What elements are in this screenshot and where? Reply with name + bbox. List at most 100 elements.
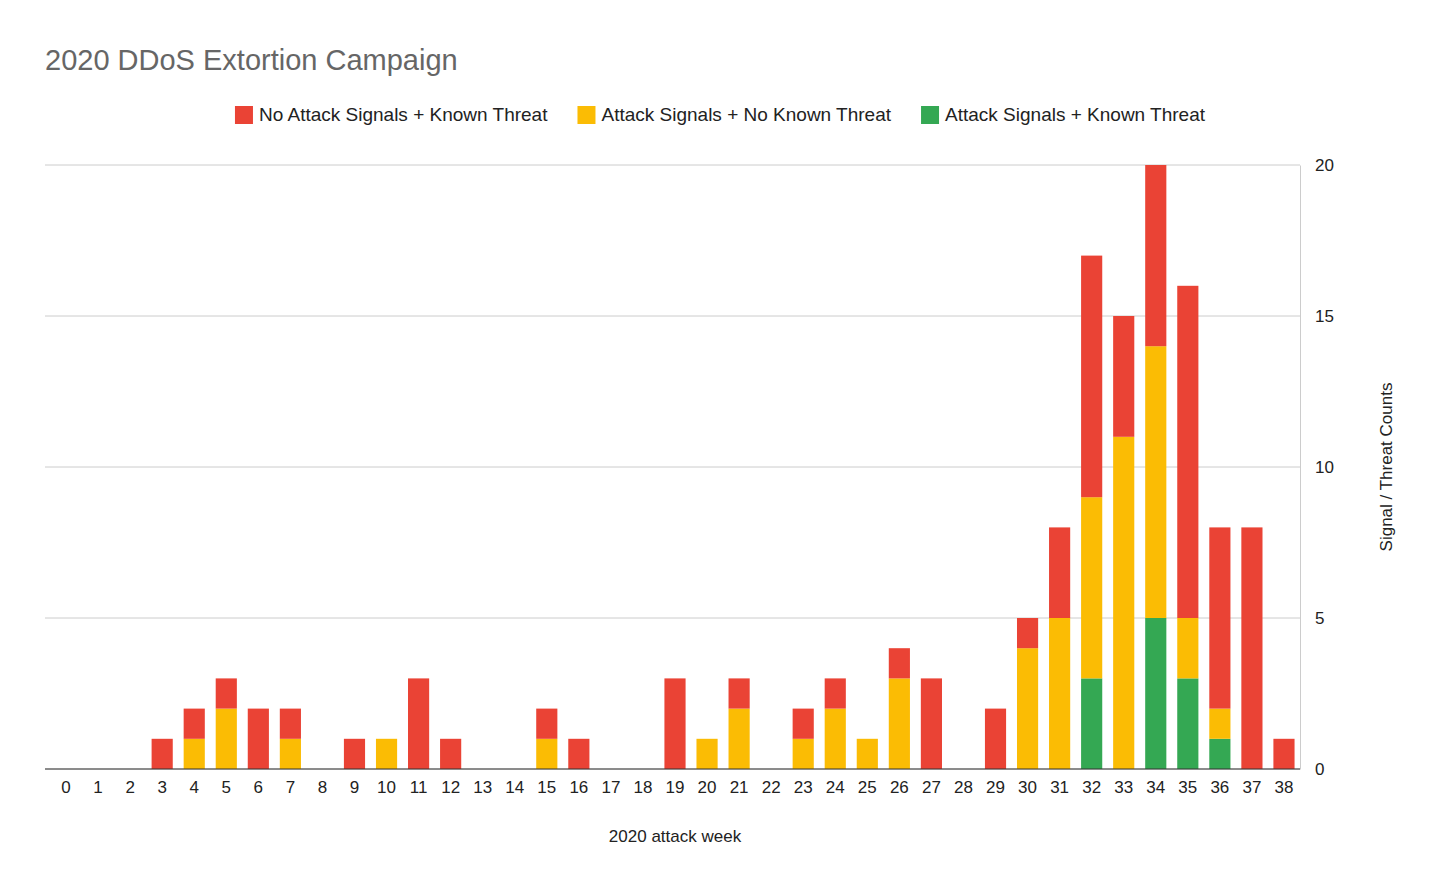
- bars: [152, 165, 1295, 769]
- x-tick-label: 18: [633, 778, 652, 797]
- x-tick: 7: [286, 769, 295, 797]
- legend-swatch: [577, 106, 595, 124]
- x-tick: 10: [377, 769, 396, 797]
- x-tick-label: 31: [1050, 778, 1069, 797]
- bar-segment: [889, 648, 910, 678]
- y-tick: 20: [1300, 156, 1334, 175]
- bar-segment: [825, 709, 846, 769]
- legend-swatch: [921, 106, 939, 124]
- x-tick: 27: [922, 769, 941, 797]
- x-tick: 15: [537, 769, 556, 797]
- bar-segment: [280, 739, 301, 769]
- x-tick-label: 13: [473, 778, 492, 797]
- x-tick-label: 29: [986, 778, 1005, 797]
- y-tick: 10: [1300, 458, 1334, 477]
- x-tick-label: 27: [922, 778, 941, 797]
- y-tick: 5: [1300, 609, 1324, 628]
- bar-segment: [440, 739, 461, 769]
- x-tick: 17: [601, 769, 620, 797]
- x-tick-label: 15: [537, 778, 556, 797]
- x-tick-label: 38: [1275, 778, 1294, 797]
- legend-swatch: [235, 106, 253, 124]
- bar-segment: [985, 709, 1006, 769]
- x-tick: 37: [1242, 769, 1261, 797]
- x-tick-label: 8: [318, 778, 327, 797]
- x-tick: 34: [1146, 769, 1165, 797]
- bar-segment: [1209, 527, 1230, 708]
- legend-item: Attack Signals + No Known Threat: [577, 104, 891, 125]
- y-axis: 0 5 10 15 20: [1300, 156, 1334, 779]
- x-tick-label: 26: [890, 778, 909, 797]
- bar-segment: [152, 739, 173, 769]
- x-tick-label: 36: [1210, 778, 1229, 797]
- bar-segment: [696, 739, 717, 769]
- x-tick-label: 25: [858, 778, 877, 797]
- bar-segment: [1049, 527, 1070, 618]
- legend: No Attack Signals + Known Threat Attack S…: [235, 104, 1206, 125]
- bar-segment: [696, 738, 717, 739]
- grid-line: [45, 316, 1300, 317]
- x-tick-label: 32: [1082, 778, 1101, 797]
- x-tick: 24: [826, 769, 845, 797]
- x-tick: 29: [986, 769, 1005, 797]
- bar-segment: [1113, 316, 1134, 437]
- x-tick: 32: [1082, 769, 1101, 797]
- y-tick-label: 10: [1315, 458, 1334, 477]
- y-tick: 0: [1300, 760, 1324, 779]
- bar-segment: [1145, 165, 1166, 346]
- bar-segment: [889, 678, 910, 769]
- x-tick-label: 14: [505, 778, 524, 797]
- x-tick-label: 34: [1146, 778, 1165, 797]
- x-tick-label: 1: [93, 778, 102, 797]
- y-tick-label: 15: [1315, 307, 1334, 326]
- x-tick-label: 19: [666, 778, 685, 797]
- x-tick-label: 24: [826, 778, 845, 797]
- bar-segment: [184, 739, 205, 769]
- bar-segment: [376, 738, 397, 739]
- legend-item: Attack Signals + Known Threat: [921, 104, 1206, 125]
- x-axis-title: 2020 attack week: [609, 827, 742, 846]
- y-tick: 15: [1300, 307, 1334, 326]
- x-tick: 8: [318, 769, 327, 797]
- x-tick: 38: [1275, 769, 1294, 797]
- bar-segment: [216, 709, 237, 769]
- bar-segment: [1017, 648, 1038, 769]
- x-tick: 20: [698, 769, 717, 797]
- bar-segment: [568, 739, 589, 769]
- x-tick: 18: [633, 769, 652, 797]
- x-tick: 19: [666, 769, 685, 797]
- bar-segment: [857, 739, 878, 769]
- x-tick-label: 33: [1114, 778, 1133, 797]
- x-tick: 30: [1018, 769, 1037, 797]
- bar-segment: [1145, 618, 1166, 769]
- bar-segment: [1145, 346, 1166, 618]
- bar-segment: [921, 678, 942, 769]
- bar-segment: [408, 678, 429, 769]
- x-tick-label: 21: [730, 778, 749, 797]
- y-tick-label: 20: [1315, 156, 1334, 175]
- bar-segment: [1177, 618, 1198, 678]
- x-tick-label: 4: [189, 778, 198, 797]
- x-tick-label: 6: [254, 778, 263, 797]
- x-tick: 5: [222, 769, 231, 797]
- legend-label: Attack Signals + No Known Threat: [601, 104, 891, 125]
- x-tick-label: 10: [377, 778, 396, 797]
- bar-segment: [1017, 618, 1038, 648]
- y-tick-label: 0: [1315, 760, 1324, 779]
- bar-segment: [1177, 286, 1198, 618]
- bar-segment: [248, 709, 269, 769]
- bar-segment: [664, 678, 685, 769]
- x-tick-label: 5: [222, 778, 231, 797]
- bar-segment: [1209, 709, 1230, 739]
- x-tick-label: 20: [698, 778, 717, 797]
- x-tick-label: 35: [1178, 778, 1197, 797]
- x-tick-label: 12: [441, 778, 460, 797]
- x-tick: 35: [1178, 769, 1197, 797]
- legend-item: No Attack Signals + Known Threat: [235, 104, 548, 125]
- bar-segment: [1081, 678, 1102, 769]
- bar-segment: [1049, 618, 1070, 769]
- x-tick: 11: [410, 769, 428, 797]
- x-tick: 12: [441, 769, 460, 797]
- y-axis-title: Signal / Threat Counts: [1377, 383, 1396, 552]
- grid-line: [45, 165, 1300, 166]
